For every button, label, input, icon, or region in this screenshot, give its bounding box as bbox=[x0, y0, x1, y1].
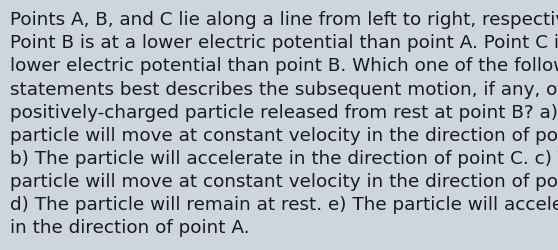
Text: particle will move at constant velocity in the direction of point A.: particle will move at constant velocity … bbox=[10, 126, 558, 144]
Text: Point B is at a lower electric potential than point A. Point C is at a: Point B is at a lower electric potential… bbox=[10, 34, 558, 52]
Text: b) The particle will accelerate in the direction of point C. c) The: b) The particle will accelerate in the d… bbox=[10, 149, 558, 167]
Text: d) The particle will remain at rest. e) The particle will accelerate: d) The particle will remain at rest. e) … bbox=[10, 195, 558, 213]
Text: positively-charged particle released from rest at point B? a) The: positively-charged particle released fro… bbox=[10, 103, 558, 121]
Text: Points A, B, and C lie along a line from left to right, respectively.: Points A, B, and C lie along a line from… bbox=[10, 11, 558, 29]
Text: particle will move at constant velocity in the direction of point C.: particle will move at constant velocity … bbox=[10, 172, 558, 190]
Text: lower electric potential than point B. Which one of the following: lower electric potential than point B. W… bbox=[10, 57, 558, 75]
Text: statements best describes the subsequent motion, if any, of a: statements best describes the subsequent… bbox=[10, 80, 558, 98]
Text: in the direction of point A.: in the direction of point A. bbox=[10, 218, 249, 236]
